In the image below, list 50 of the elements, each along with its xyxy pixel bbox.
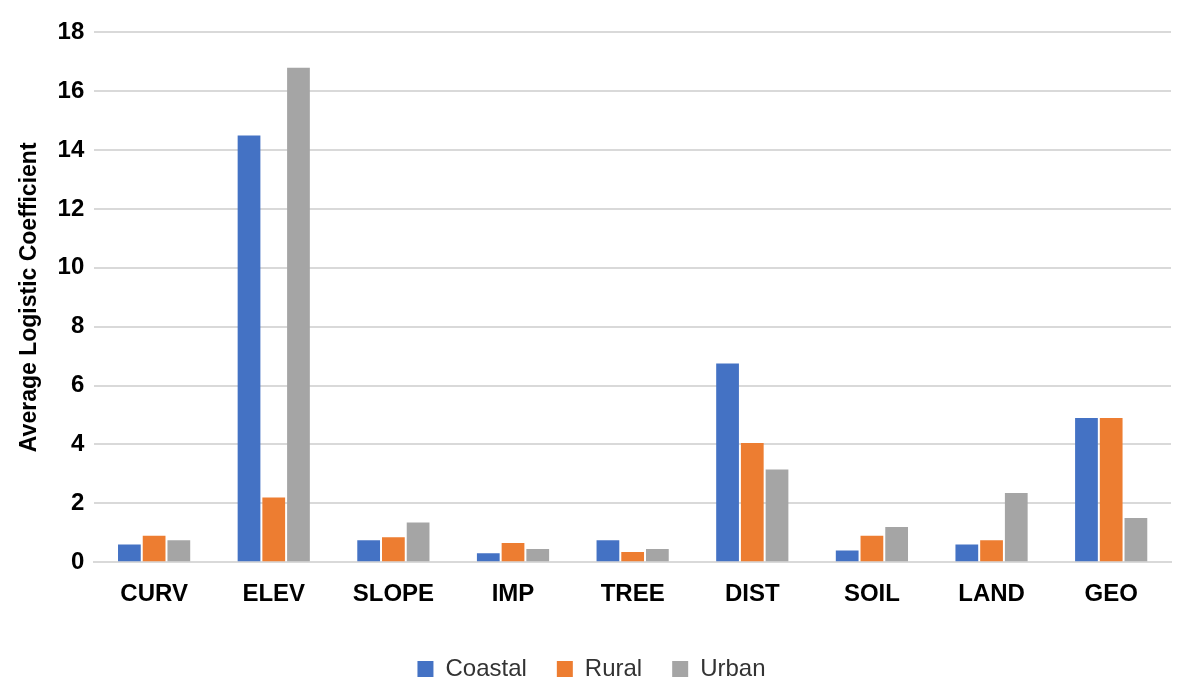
y-tick-label: 14 [57,134,85,162]
legend-label: Urban [700,653,766,681]
bar [765,469,789,562]
bar [287,67,310,562]
bar [835,550,859,562]
bar [740,443,764,562]
x-tick-label: GEO [1084,579,1138,607]
y-tick-label: 4 [70,429,85,457]
y-tick-label: 2 [70,487,85,515]
bar [716,363,739,562]
bar [596,540,620,562]
bar [526,548,550,562]
bar [501,543,525,562]
legend-label: Coastal [445,653,527,681]
x-tick-label: SLOPE [352,579,435,607]
bar [1099,417,1123,562]
x-tick-label: DIST [724,579,780,607]
x-tick-label: SOIL [843,579,900,607]
x-tick-label: LAND [958,579,1025,607]
y-axis-title: Average Logistic Coefficient [15,142,42,453]
x-tick-label: TREE [600,579,665,607]
y-tick-label: 8 [70,311,85,339]
bar [1075,417,1098,562]
y-tick-label: 12 [57,193,85,221]
bar [621,551,645,562]
bar [382,537,405,562]
x-tick-label: ELEV [242,579,306,607]
bar [1004,493,1028,562]
bar [118,544,141,562]
x-tick-label: IMP [491,579,535,607]
bar [357,540,381,562]
bar [167,540,191,562]
bar [476,553,500,562]
y-tick-label: 18 [57,17,85,45]
bar [1124,518,1148,562]
legend-label: Rural [584,653,643,681]
bar [237,135,261,562]
bar [406,522,430,562]
y-tick-label: 0 [70,546,85,574]
bar [885,526,909,562]
y-tick-label: 6 [70,370,85,398]
bar [980,540,1003,562]
y-tick-label: 10 [57,252,85,280]
bar [142,535,166,562]
bar [955,544,979,562]
y-tick-label: 16 [57,75,85,103]
bar [860,535,884,562]
x-tick-label: CURV [120,579,188,607]
bar [646,548,669,562]
bar [262,497,286,562]
